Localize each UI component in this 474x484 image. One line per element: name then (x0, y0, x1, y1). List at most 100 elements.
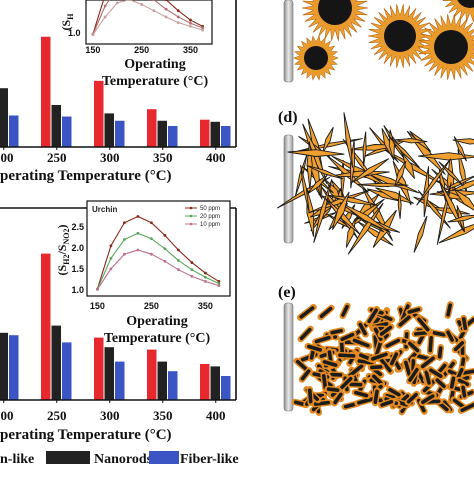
top-inset-y-tick-1.0: 1.0 (68, 28, 81, 38)
inset-legend-label-0: 50 ppm (200, 206, 220, 212)
nanorod-needle (306, 165, 344, 180)
inset-point-1-175 (109, 256, 113, 260)
x-tick-200: 200 (0, 408, 14, 423)
top-bar-chart: 200 250 300 350 400 perating Temperature (°C… (0, 0, 237, 184)
inset-legend-label-2: 10 ppm (200, 222, 220, 228)
fiber-rod-core (417, 317, 430, 332)
substrate-plate-e (283, 302, 294, 412)
fiber-rod-core (389, 352, 399, 366)
x-tick-400: 400 (206, 408, 226, 423)
top-inset-x-tick-150: 150 (85, 45, 100, 55)
bar-fiber-like-250 (62, 342, 72, 400)
nanorod-needle (287, 149, 345, 157)
panel-e: (e) (278, 284, 474, 416)
substrate-plate-top (283, 0, 294, 83)
fiber-rod-core (367, 308, 379, 324)
bar-nanorods-300 (104, 347, 114, 400)
fiber-rod-core (416, 354, 431, 361)
fiber-rod-core (421, 394, 435, 404)
fiber-rod-core (404, 360, 411, 376)
nanorod-needle (438, 224, 474, 244)
fiber-rod-core (408, 341, 420, 353)
fiber-rod-core (322, 360, 338, 367)
fiber-rod-core (398, 315, 411, 327)
fiber-rod-core (407, 307, 421, 314)
bar-fiber-like-350 (168, 126, 178, 147)
top-inset-x-title-line-2: Temperature (°C) (102, 74, 209, 89)
inset-line-0 (96, 215, 220, 290)
inset-point-1-325 (190, 268, 194, 272)
fiber-rod-core (379, 357, 392, 373)
bar-n-like-300 (94, 337, 104, 400)
nanorod-needle (453, 188, 474, 211)
legend-label-nanorods: Nanorods (94, 452, 153, 467)
nanorod-needle (359, 169, 420, 194)
fiber-rod-core (446, 330, 454, 342)
bottom-inset-x-tick-250: 250 (144, 301, 159, 311)
bottom-inset-x-tick-labels: 150 250 350 (90, 301, 213, 311)
nanorod-needle (362, 131, 367, 167)
bottom-inset-y-axis-label: (SH2/SNO2) (55, 225, 71, 276)
inset-point-2-175 (109, 267, 113, 271)
nanorod-needle (375, 187, 414, 204)
fiber-rod-core (333, 392, 343, 405)
inset-point-1-300 (177, 259, 180, 262)
bottom-bar-series (0, 253, 231, 400)
inset-point-2-375 (217, 284, 221, 288)
bottom-inset-y-tick-2.5: 2.5 (71, 222, 84, 232)
top-inset-x-tick-350: 350 (183, 45, 198, 55)
inset-legend-marker-1 (189, 214, 193, 218)
bottom-inset-y-tick-1.0: 1.0 (71, 285, 84, 295)
fiber-rod-core (379, 325, 393, 336)
panel-label-e: (e) (278, 284, 296, 301)
x-tick-200: 200 (0, 150, 14, 165)
fiber-rod-core (429, 368, 443, 378)
bottom-inset-y-tick-1.5: 1.5 (71, 264, 84, 274)
top-inset-x-tick-250: 250 (134, 45, 149, 55)
legend-swatch-nanorods (46, 451, 90, 464)
fiber-rod-core (341, 304, 349, 317)
inset-point-1-275 (163, 247, 167, 251)
bar-fiber-like-200 (9, 335, 19, 400)
fiber-rod-core (380, 399, 394, 407)
bottom-inset-legend: 50 ppm 20 ppm 10 ppm (185, 206, 220, 228)
inset-point-2-150 (91, 33, 95, 37)
fiber-rod-core (299, 327, 312, 341)
legend-label-fiber: Fiber-like (180, 452, 239, 467)
fiber-rod-core (340, 332, 355, 342)
top-bar-series (0, 36, 231, 147)
nanorod-needle (437, 175, 474, 194)
bar-legend: n-like Nanorods Fiber-like (0, 451, 239, 467)
bottom-inset-y-tick-labels: 1.0 1.5 2.0 2.5 (71, 222, 84, 295)
inset-point-2-250 (140, 3, 144, 6)
inset-line-1 (92, 0, 203, 35)
inset-point-2-375 (201, 28, 205, 32)
inset-line-2 (92, 0, 203, 36)
inset-point-1-350 (189, 21, 192, 25)
top-x-tick-labels: 200 250 300 350 400 (0, 147, 226, 165)
inset-point-2-200 (123, 252, 126, 256)
bar-n-like-300 (94, 80, 104, 147)
inset-point-1-225 (136, 231, 140, 235)
fiber-rod-core (313, 400, 331, 406)
nanorod-needle (339, 202, 391, 233)
inset-point-1-200 (123, 238, 126, 241)
fiber-rod-core (435, 378, 446, 389)
nanorod-needle (397, 190, 402, 219)
bottom-inset-title: Urchin (92, 205, 117, 214)
fiber-rod-core (461, 317, 468, 331)
fiber-rod-core (319, 306, 333, 319)
fiber-rod-core (385, 338, 401, 348)
x-tick-350: 350 (153, 150, 173, 165)
fiber-rod-core (453, 341, 465, 352)
nanorod-needle (418, 152, 474, 161)
fiber-rod-core (446, 303, 453, 317)
x-tick-400: 400 (206, 150, 226, 165)
nanorod-needle (307, 174, 328, 195)
bar-n-like-400 (200, 364, 210, 400)
bar-nanorods-200 (0, 88, 8, 147)
fiber-rod-core (343, 402, 358, 409)
nanorod-needle (394, 160, 407, 187)
urchin-core (318, 0, 352, 25)
bar-nanorods-400 (210, 366, 220, 400)
